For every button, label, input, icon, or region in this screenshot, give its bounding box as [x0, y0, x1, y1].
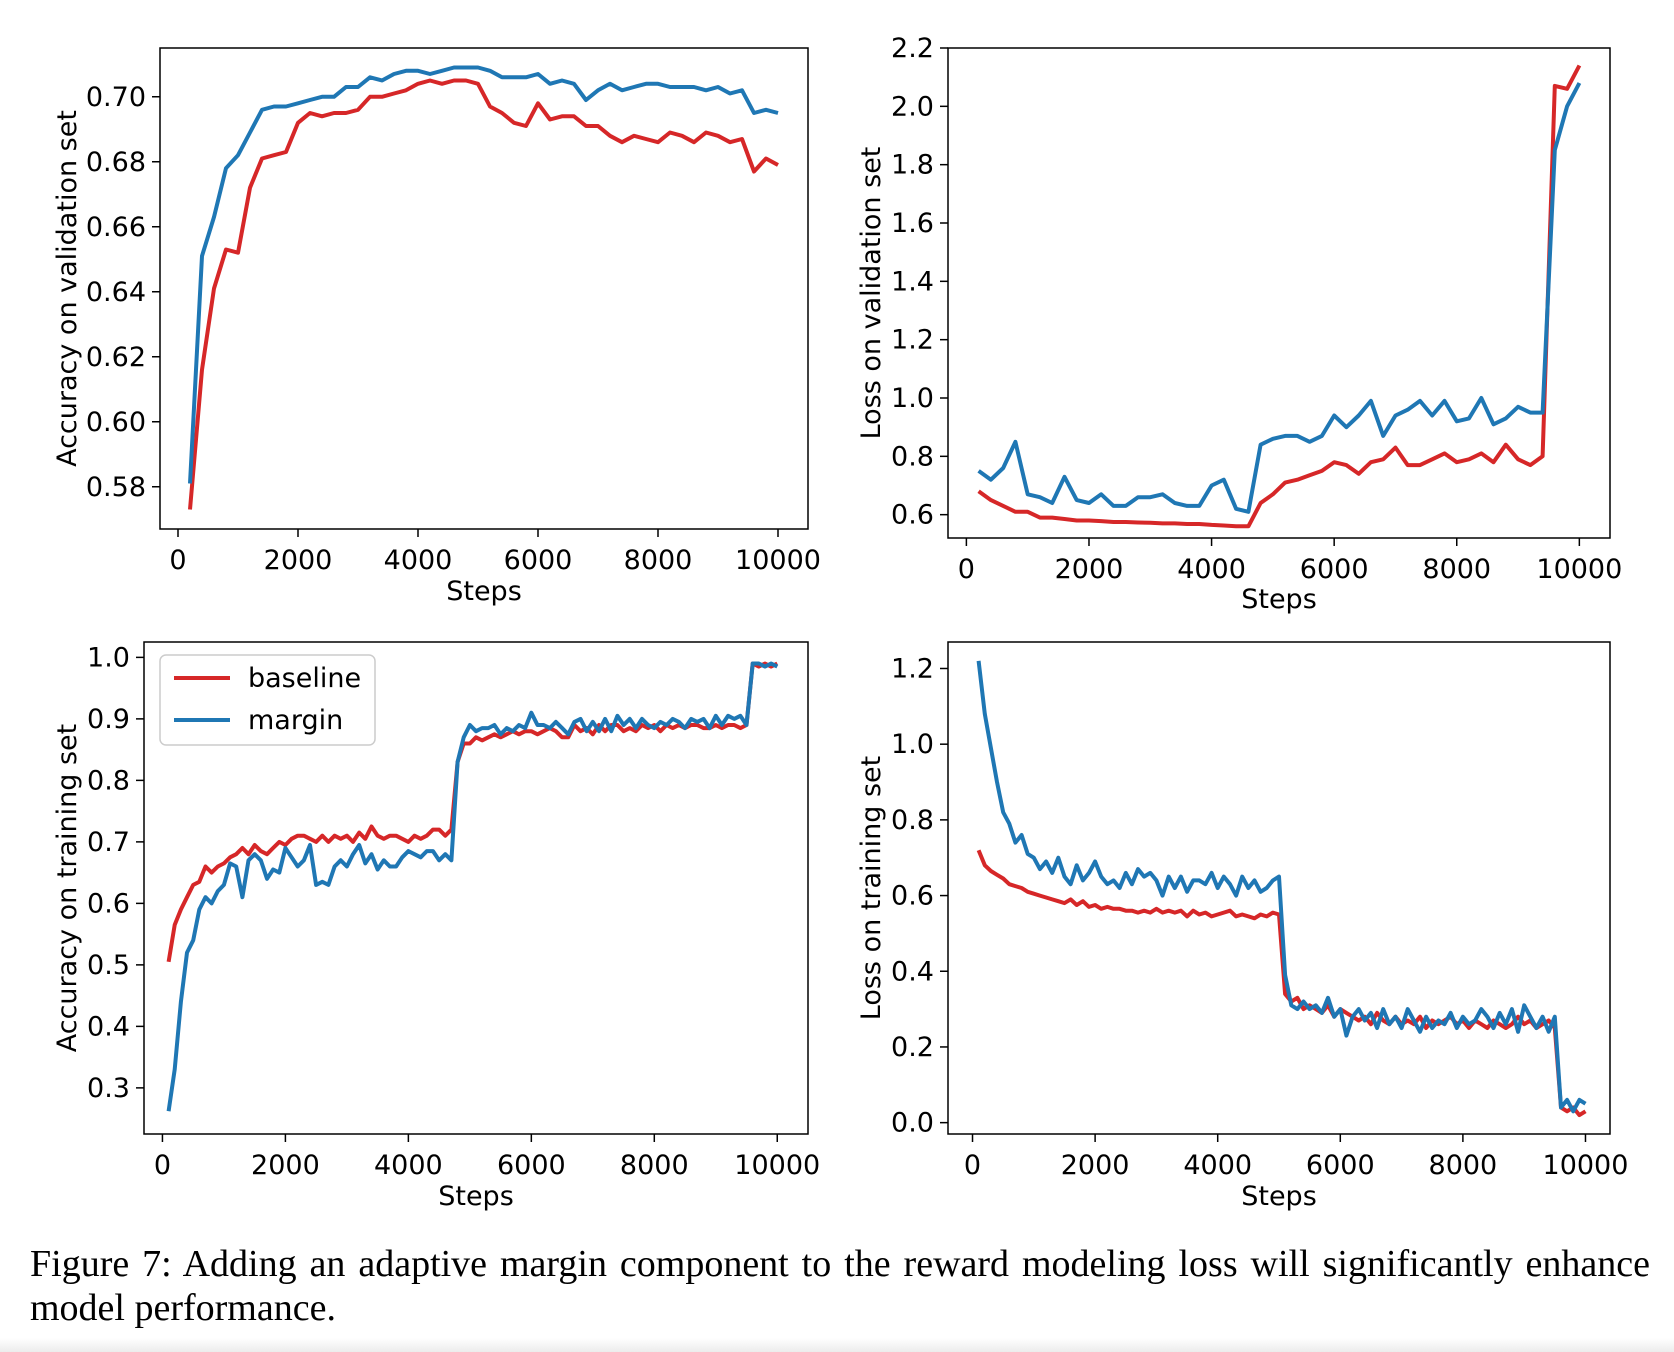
x-tick-label: 2000: [264, 545, 333, 576]
chart-val-acc: 0 2000 4000 6000 8000 10000 0.58 0.60 0.62 0.64 0.…: [52, 47, 821, 607]
y-tick-label: 0.8: [891, 441, 934, 472]
y-tick-label: 1.4: [891, 266, 934, 297]
y-tick-label: 0.66: [86, 212, 146, 243]
series-line-baseline: [977, 64, 1582, 529]
y-tick-label: 1.0: [891, 729, 934, 760]
chart-val-loss: 0 2000 4000 6000 8000 10000 0.6 0.8 1.0 1.2 1.4 1.6…: [856, 33, 1622, 615]
legend-label-margin: margin: [248, 705, 343, 736]
y-tick-label: 0.64: [86, 277, 146, 308]
x-tick-label: 8000: [1422, 554, 1491, 585]
y-axis-label: Accuracy on validation set: [52, 110, 83, 467]
y-tick-label: 0.4: [891, 956, 934, 987]
page-bottom-edge: [0, 1338, 1674, 1352]
x-tick-label: 0: [154, 1150, 171, 1181]
x-tick-label: 4000: [374, 1150, 443, 1181]
y-tick-label: 1.2: [891, 653, 934, 684]
x-tick-label: 6000: [497, 1150, 566, 1181]
y-axis-label: Loss on validation set: [856, 147, 887, 440]
x-axis-label: Steps: [438, 1181, 514, 1212]
y-tick-label: 1.0: [87, 642, 130, 673]
figure-caption: Figure 7: Adding an adaptive margin comp…: [30, 1242, 1650, 1330]
y-tick-label: 0.68: [86, 147, 146, 178]
y-tick-label: 0.0: [891, 1108, 934, 1139]
legend: baseline margin: [159, 654, 376, 746]
y-tick-label: 1.0: [891, 383, 934, 414]
x-tick-label: 6000: [1306, 1150, 1375, 1181]
chart-train-acc: 0 2000 4000 6000 8000 10000 0.3 0.4 0.5 0.6 0.7 0.8…: [52, 641, 820, 1212]
series-line-margin: [976, 660, 1587, 1114]
x-tick-label: 2000: [1055, 554, 1124, 585]
y-tick-label: 1.6: [891, 208, 934, 239]
x-tick-label: 8000: [620, 1150, 689, 1181]
y-tick-label: 0.7: [87, 827, 130, 858]
x-tick-label: 2000: [251, 1150, 320, 1181]
y-tick-label: 0.2: [891, 1032, 934, 1063]
series-line-baseline: [976, 849, 1587, 1118]
chart-train-loss: 0 2000 4000 6000 8000 10000 0.0 0.2 0.4 0.6 0.8 1.0…: [856, 641, 1629, 1212]
y-tick-label: 0.6: [891, 500, 934, 531]
x-tick-label: 10000: [735, 545, 821, 576]
y-tick-label: 0.6: [891, 881, 934, 912]
x-tick-label: 8000: [624, 545, 693, 576]
y-tick-label: 0.8: [891, 805, 934, 836]
y-tick-label: 2.2: [891, 33, 934, 64]
plot-frame: [947, 641, 1611, 1135]
y-tick-label: 2.0: [891, 91, 934, 122]
series-line-margin: [166, 661, 779, 1112]
y-tick-label: 0.62: [86, 342, 146, 373]
x-axis-label: Steps: [1241, 584, 1317, 615]
caption-text: Adding an adaptive margin component to t…: [30, 1243, 1650, 1329]
x-tick-label: 10000: [1543, 1150, 1629, 1181]
series-line-margin: [977, 82, 1582, 514]
series-line-baseline: [166, 661, 779, 963]
x-tick-label: 4000: [1183, 1150, 1252, 1181]
y-tick-label: 0.9: [87, 704, 130, 735]
y-axis-label: Accuracy on training set: [52, 724, 83, 1053]
y-tick-label: 0.5: [87, 950, 130, 981]
y-tick-label: 0.58: [86, 472, 146, 503]
x-tick-label: 8000: [1429, 1150, 1498, 1181]
series-line-margin: [188, 65, 779, 484]
x-tick-label: 6000: [504, 545, 573, 576]
legend-label-baseline: baseline: [248, 663, 361, 694]
y-tick-label: 1.8: [891, 150, 934, 181]
caption-label: Figure 7:: [30, 1243, 172, 1285]
x-tick-label: 2000: [1061, 1150, 1130, 1181]
plot-frame: [143, 641, 809, 1135]
y-tick-label: 0.70: [86, 82, 146, 113]
x-tick-label: 0: [169, 545, 186, 576]
y-tick-label: 1.2: [891, 325, 934, 356]
x-tick-label: 6000: [1300, 554, 1369, 585]
y-tick-label: 0.60: [86, 407, 146, 438]
plot-frame: [159, 47, 809, 530]
x-tick-label: 0: [958, 554, 975, 585]
plot-frame: [947, 47, 1611, 539]
x-tick-label: 4000: [1177, 554, 1246, 585]
x-axis-label: Steps: [1241, 1181, 1317, 1212]
y-tick-label: 0.4: [87, 1011, 130, 1042]
y-tick-label: 0.3: [87, 1073, 130, 1104]
y-axis-label: Loss on training set: [856, 756, 887, 1020]
x-tick-label: 10000: [734, 1150, 820, 1181]
x-tick-label: 0: [964, 1150, 981, 1181]
y-tick-label: 0.8: [87, 765, 130, 796]
series-line-baseline: [188, 78, 779, 510]
x-tick-label: 10000: [1536, 554, 1622, 585]
x-axis-label: Steps: [446, 576, 522, 607]
x-tick-label: 4000: [384, 545, 453, 576]
y-tick-label: 0.6: [87, 888, 130, 919]
